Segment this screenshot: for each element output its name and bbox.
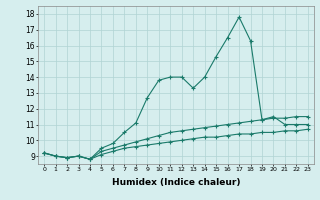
X-axis label: Humidex (Indice chaleur): Humidex (Indice chaleur) xyxy=(112,178,240,187)
